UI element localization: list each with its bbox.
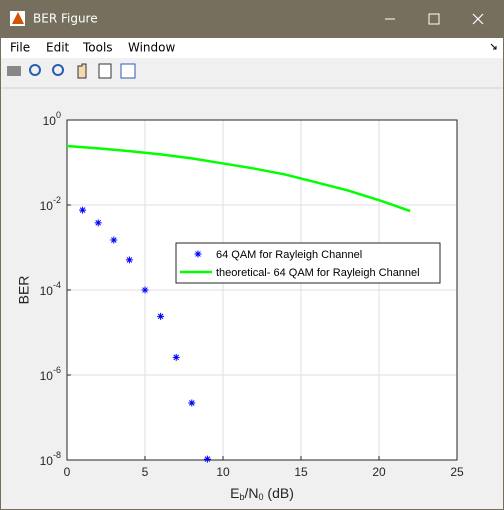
legend-label: theoretical- 64 QAM for Rayleigh Channel: [216, 267, 420, 279]
menu-tools[interactable]: Tools: [82, 41, 113, 55]
menu-window[interactable]: Window: [128, 41, 176, 55]
data-cursor-icon[interactable]: [98, 63, 112, 79]
title-bar: [0, 0, 504, 38]
y-tick-label: 10-4​: [40, 280, 61, 298]
zoom-in-icon[interactable]: [29, 64, 41, 76]
menu-edit[interactable]: Edit: [46, 41, 70, 55]
x-tick-label: 5: [142, 465, 149, 479]
y-axis-label: BER: [16, 276, 32, 305]
maximize-button[interactable]: [428, 13, 440, 25]
y-tick-label: 10-8​: [40, 450, 61, 468]
y-tick-label: 100​: [43, 110, 61, 128]
data-point: [125, 256, 133, 264]
y-tick-label: 10-6​: [40, 365, 61, 383]
y-tick-label: 10-2​: [40, 195, 61, 213]
x-tick-label: 10: [216, 465, 230, 479]
legend-symbol: [194, 250, 202, 258]
plot: 0 5 10 15 20 25 100​ 10-2​ 10-4​ 10-6​ 10-8​ Eb​/N0…: [16, 110, 464, 502]
zoom-out-icon[interactable]: [52, 64, 64, 76]
x-axis-label: Eb​/N0​ (dB): [230, 485, 294, 503]
legend-label: 64 QAM for Rayleigh Channel: [216, 249, 362, 261]
x-tick-label: 25: [450, 465, 464, 479]
data-point: [203, 455, 211, 463]
data-point: [141, 286, 149, 294]
data-point: [94, 219, 102, 227]
data-point: [172, 353, 180, 361]
data-point: [157, 312, 165, 320]
legend-box: [175, 242, 441, 284]
menu-bar: [0, 38, 504, 58]
app-icon: [10, 11, 25, 26]
x-tick-label: 15: [294, 465, 308, 479]
print-icon[interactable]: [7, 66, 21, 76]
data-line: [66, 144, 411, 213]
data-point: [79, 206, 87, 214]
toolbar: [0, 63, 504, 89]
data-point: [188, 399, 196, 407]
legend-icon[interactable]: [120, 63, 136, 79]
menu-dock-arrow[interactable]: [490, 43, 497, 50]
x-tick-label: 0: [64, 465, 71, 479]
pan-icon[interactable]: [77, 63, 87, 79]
close-button[interactable]: [472, 13, 484, 25]
window-title: BER Figure: [33, 12, 98, 26]
x-tick-label: 20: [372, 465, 386, 479]
axes-box: [66, 119, 458, 461]
data-point: [110, 236, 118, 244]
menu-file[interactable]: File: [10, 41, 30, 55]
